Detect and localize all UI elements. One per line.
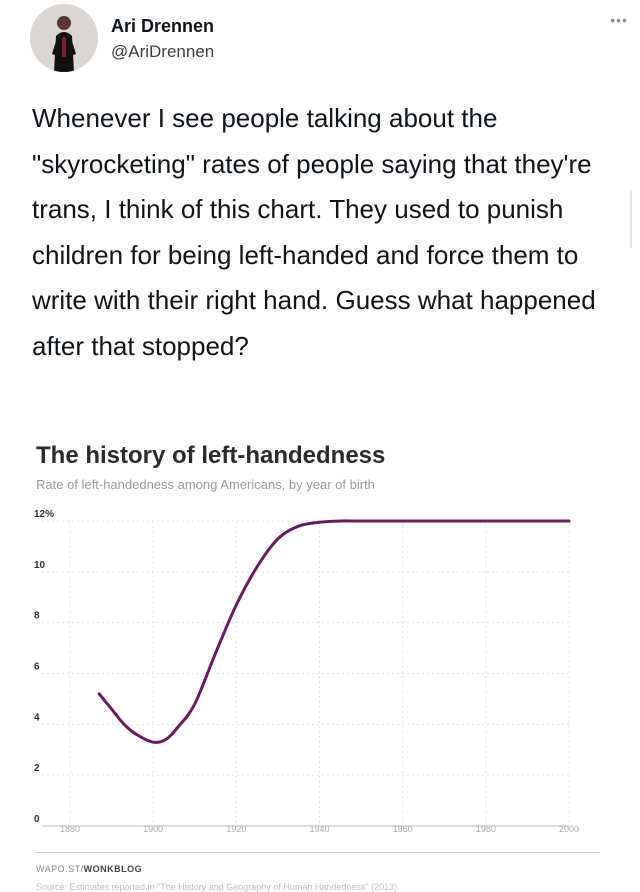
- chart-subtitle: Rate of left-handedness among Americans,…: [36, 477, 375, 492]
- y-tick-label: 8: [34, 611, 40, 622]
- tweet-header: Ari Drennen @AriDrennen •••: [30, 4, 630, 74]
- scroll-indicator: [630, 190, 632, 248]
- series-line: [97, 519, 571, 744]
- author-handle[interactable]: @AriDrennen: [111, 42, 215, 61]
- chart-title: The history of left-handedness: [36, 442, 386, 469]
- avatar[interactable]: [30, 4, 98, 72]
- x-tick-label: 1880: [60, 824, 80, 834]
- x-tick-label: 1980: [476, 824, 496, 834]
- author-name[interactable]: Ari Drennen: [111, 16, 215, 36]
- x-tick-label: 1920: [226, 824, 246, 834]
- x-tick-label: 1900: [143, 824, 163, 834]
- y-tick-label: 4: [34, 712, 40, 723]
- chart-source: Source: Estimates reported in "The Histo…: [36, 882, 398, 892]
- line-chart: 0 2 4 6 8 10 12% 1880 1900 1920 1940 1960 1980 2000: [34, 509, 579, 834]
- x-tick-label: 1940: [309, 824, 329, 834]
- y-tick-label: 12%: [34, 509, 54, 520]
- chart-image: The history of left-handedness Rate of l…: [20, 426, 620, 892]
- person-silhouette-icon: [30, 4, 98, 72]
- y-tick-label: 0: [34, 814, 40, 825]
- y-tick-label: 10: [34, 560, 46, 571]
- more-horizontal-icon[interactable]: •••: [610, 12, 628, 28]
- credit-prefix: WAPO.ST/: [36, 864, 84, 874]
- chart-credit: WAPO.ST/WONKBLOG: [36, 864, 142, 874]
- x-tick-label: 2000: [559, 824, 579, 834]
- tweet-text: Whenever I see people talking about the …: [32, 103, 596, 361]
- y-tick-label: 6: [34, 662, 40, 673]
- x-tick-label: 1960: [393, 824, 413, 834]
- y-tick-label: 2: [34, 763, 40, 774]
- credit-brand: WONKBLOG: [83, 864, 143, 874]
- chart-footer-divider: [36, 852, 600, 853]
